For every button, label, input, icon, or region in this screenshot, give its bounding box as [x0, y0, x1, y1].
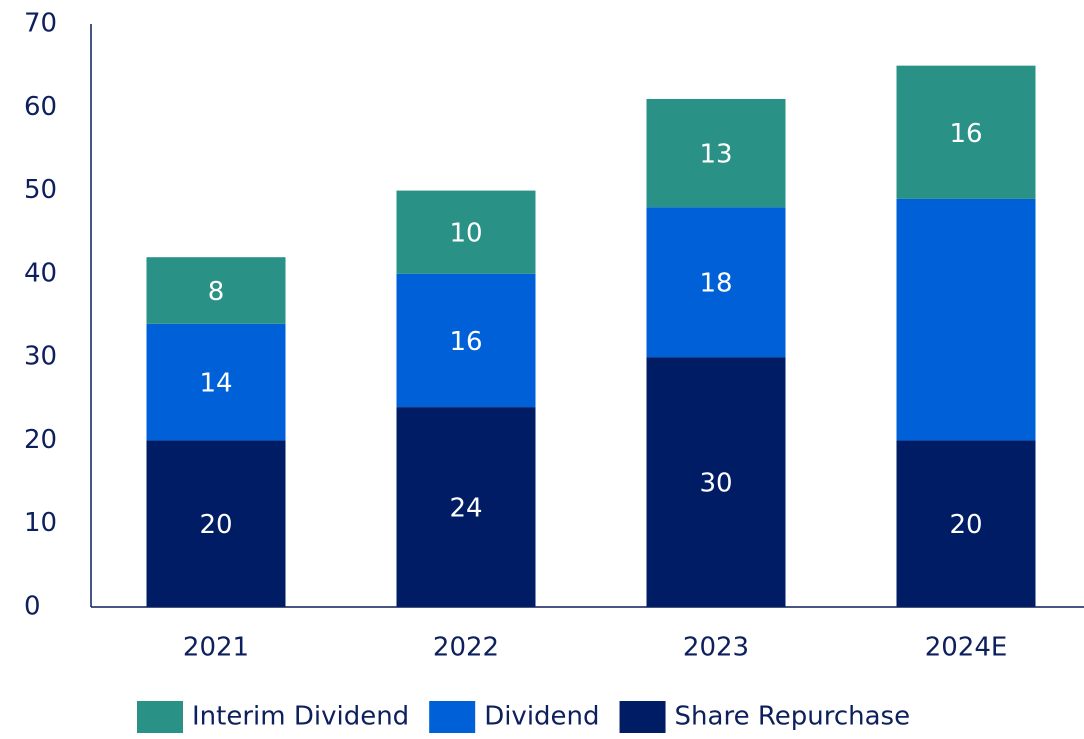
y-tick-label: 0: [24, 592, 41, 622]
y-tick-label: 40: [24, 258, 57, 288]
data-label: 20: [949, 510, 982, 540]
y-tick-label: 60: [24, 92, 57, 122]
y-tick-label: 30: [24, 342, 57, 372]
legend-label: Interim Dividend: [192, 702, 409, 732]
legend-swatch: [137, 701, 183, 733]
legend-swatch: [429, 701, 476, 733]
data-label: 18: [699, 269, 732, 299]
x-tick-label: 2022: [433, 633, 499, 663]
bar-segment: [896, 198, 1036, 441]
data-label: 16: [949, 119, 982, 149]
x-tick-label: 2024E: [925, 633, 1008, 663]
legend-swatch: [619, 701, 666, 733]
bar-segment: [396, 407, 536, 607]
y-tick-label: 70: [24, 9, 57, 39]
bar-segment: [146, 257, 286, 324]
bar-segment: [646, 357, 786, 607]
data-label: 14: [199, 369, 232, 399]
bar-segment: [896, 440, 1036, 607]
bar-segment: [646, 207, 786, 358]
y-tick-label: 10: [24, 508, 57, 538]
bar-segment: [396, 190, 536, 274]
data-label: 16: [449, 327, 482, 357]
bar-segment: [396, 273, 536, 408]
legend-label: Dividend: [484, 702, 599, 732]
data-label: 10: [449, 219, 482, 249]
data-label: 13: [699, 140, 732, 170]
legend-label: Share Repurchase: [675, 702, 911, 732]
data-label: 20: [199, 510, 232, 540]
data-label: 24: [449, 494, 482, 524]
bar-segment: [146, 323, 286, 441]
data-label: 8: [208, 277, 225, 307]
bar-segment: [646, 98, 786, 208]
bar-segment: [146, 440, 286, 607]
y-tick-label: 50: [24, 175, 57, 205]
x-tick-label: 2023: [683, 633, 749, 663]
y-tick-label: 20: [24, 425, 57, 455]
bar-segment: [896, 65, 1036, 199]
data-label: 30: [699, 469, 732, 499]
x-tick-label: 2021: [183, 633, 249, 663]
